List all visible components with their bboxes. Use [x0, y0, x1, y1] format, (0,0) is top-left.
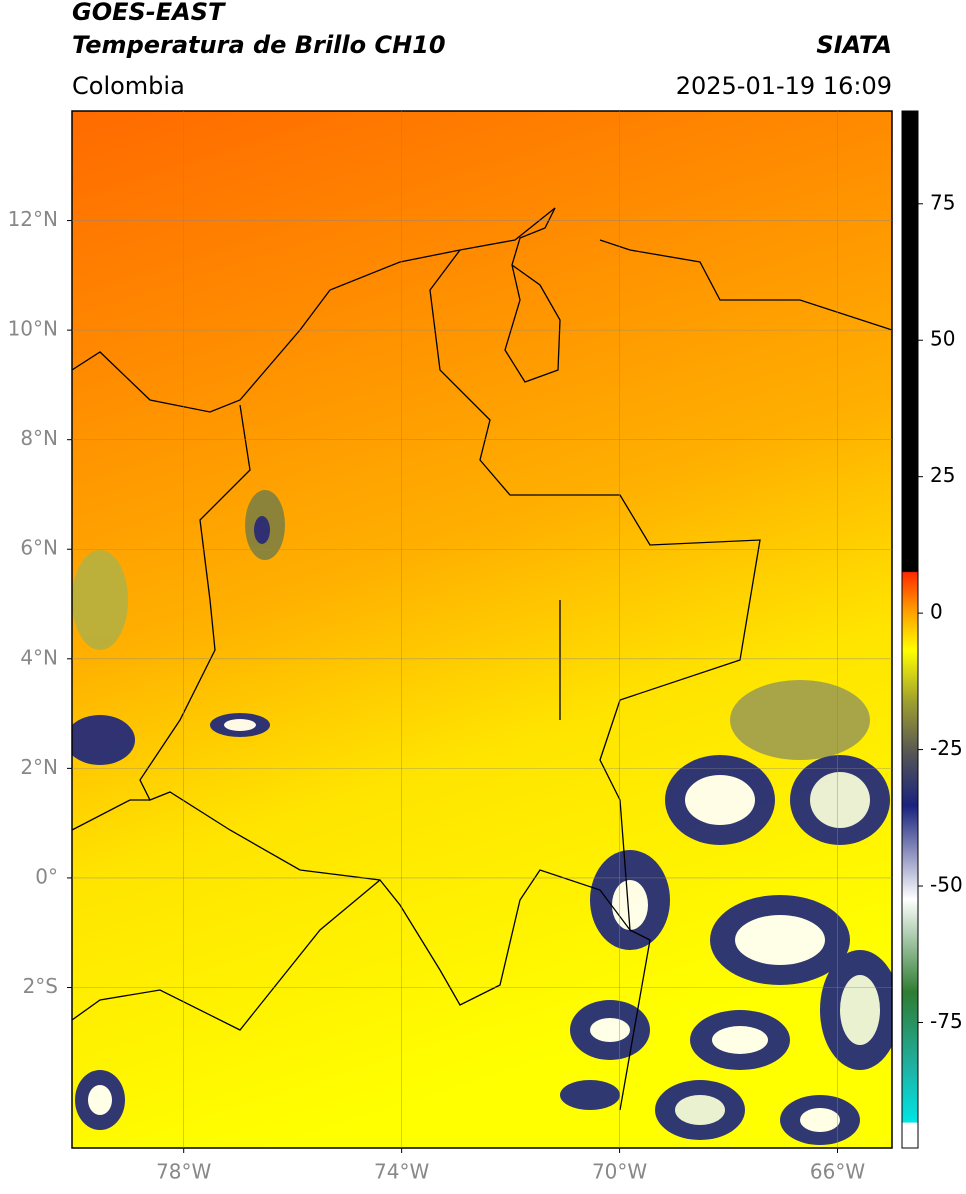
datetime: 2025-01-19 16:09 [676, 72, 892, 100]
map-frame [71, 110, 893, 1149]
colorbar-tick-label: -50 [930, 873, 963, 897]
y-tick-label: 6°N [20, 536, 58, 560]
y-tick-label: 2°N [20, 755, 58, 779]
x-tick-label: 70°W [592, 1160, 647, 1184]
clouds [72, 490, 892, 1145]
colorbar-tick-label: 50 [930, 327, 955, 351]
subtitle: Temperatura de Brillo CH10 [72, 31, 446, 59]
x-tick-label: 78°W [156, 1160, 211, 1184]
region: Colombia [72, 72, 185, 100]
colorbar [901, 110, 919, 1149]
colorbar-tick-label: -25 [930, 736, 963, 760]
colorbar-tick-label: -75 [930, 1009, 963, 1033]
colorbar-tick-label: 0 [930, 600, 943, 624]
y-tick-label: 8°N [20, 426, 58, 450]
y-tick-label: 10°N [8, 317, 58, 341]
y-tick-label: 4°N [20, 645, 58, 669]
y-tick-label: 12°N [8, 207, 58, 231]
map-background [72, 111, 892, 1148]
y-tick-label: 2°S [23, 974, 58, 998]
borders [72, 207, 892, 1111]
colorbar-tick-label: 75 [930, 190, 955, 214]
x-tick-label: 66°W [810, 1160, 865, 1184]
map [72, 111, 892, 1148]
title: GOES-EAST [72, 0, 226, 26]
y-tick-label: 0° [35, 864, 58, 888]
x-tick-label: 74°W [374, 1160, 429, 1184]
colorbar-tick-label: 25 [930, 463, 955, 487]
source: SIATA [816, 31, 892, 59]
